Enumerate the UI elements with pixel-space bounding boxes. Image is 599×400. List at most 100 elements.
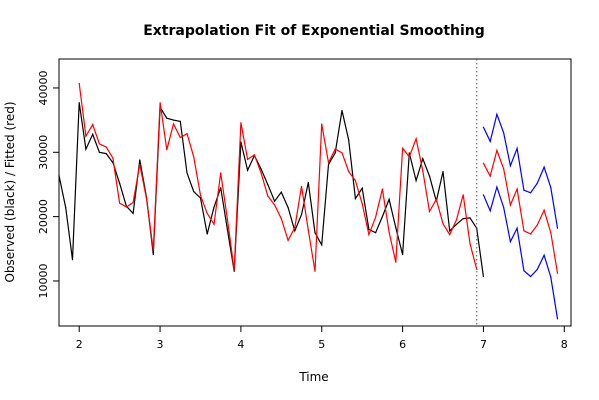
data-point <box>85 148 87 150</box>
data-point <box>314 270 316 272</box>
data-point <box>442 171 444 173</box>
data-point <box>294 227 296 229</box>
data-point <box>341 152 343 154</box>
data-point <box>388 231 390 233</box>
series-line-4 <box>482 184 559 319</box>
series-line-2 <box>482 148 559 274</box>
data-point <box>449 234 451 236</box>
x-axis: 2 3 4 5 6 7 8 <box>76 326 568 351</box>
data-point <box>388 198 390 200</box>
data-point <box>247 158 249 160</box>
data-point <box>536 224 538 226</box>
data-point <box>233 269 235 271</box>
data-point <box>415 180 417 182</box>
y-axis: 10000 20000 30000 40000 <box>37 70 59 298</box>
data-point <box>166 149 168 151</box>
data-point <box>543 209 545 211</box>
data-point <box>375 216 377 218</box>
data-point <box>193 156 195 158</box>
data-point <box>220 187 222 189</box>
data-point <box>58 174 60 177</box>
data-point <box>112 157 114 159</box>
data-point <box>139 163 141 166</box>
data-point <box>98 151 100 153</box>
data-point <box>503 132 505 134</box>
data-point <box>496 113 498 115</box>
data-point <box>260 168 262 170</box>
x-tick-label: 2 <box>76 338 83 351</box>
data-point <box>186 172 188 174</box>
data-point <box>523 230 525 232</box>
data-point <box>240 122 242 124</box>
data-point <box>300 185 303 187</box>
data-point <box>509 241 511 243</box>
data-point <box>503 207 505 209</box>
data-point <box>341 109 343 112</box>
data-point <box>125 206 127 208</box>
data-point <box>226 228 228 231</box>
data-point <box>193 190 195 193</box>
y-tick-label: 40000 <box>37 70 50 105</box>
x-tick-label: 7 <box>480 338 487 351</box>
data-point <box>543 254 545 256</box>
data-point <box>274 204 276 206</box>
data-point <box>354 180 356 182</box>
series-line-1 <box>78 83 478 272</box>
data-point <box>327 162 330 164</box>
data-point <box>428 175 431 177</box>
data-point <box>455 223 458 225</box>
x-tick-label: 4 <box>237 338 244 351</box>
data-point <box>543 166 545 168</box>
data-point <box>98 143 100 145</box>
data-point <box>375 232 377 234</box>
data-point <box>381 216 383 218</box>
series-line-0 <box>58 102 484 277</box>
data-point <box>233 270 235 272</box>
data-point <box>556 227 559 229</box>
y-tick-label: 30000 <box>37 135 50 170</box>
data-point <box>449 230 451 232</box>
data-point <box>489 175 491 177</box>
data-point <box>132 201 134 204</box>
data-point <box>422 158 424 160</box>
data-point <box>530 275 532 278</box>
data-point <box>92 133 94 135</box>
data-point <box>422 170 424 172</box>
x-axis-label: Time <box>298 370 328 384</box>
data-point <box>327 163 330 166</box>
data-point <box>226 218 228 220</box>
data-point <box>368 234 370 236</box>
data-point <box>408 156 410 158</box>
data-point <box>368 228 370 231</box>
y-tick-label: 20000 <box>37 199 50 234</box>
data-point <box>348 139 350 141</box>
data-point <box>321 123 323 125</box>
data-point <box>85 135 87 137</box>
data-point <box>462 194 464 196</box>
data-point <box>482 126 484 128</box>
data-point <box>469 217 471 219</box>
data-point <box>199 194 202 196</box>
data-point <box>516 227 518 229</box>
data-point <box>274 200 276 202</box>
data-point <box>361 187 363 189</box>
data-point <box>65 207 67 209</box>
data-point <box>132 212 134 214</box>
data-point <box>381 188 383 190</box>
x-tick-label: 8 <box>561 338 568 351</box>
data-point <box>482 275 484 278</box>
data-point <box>78 102 80 104</box>
data-point <box>92 124 94 126</box>
data-point <box>213 223 215 225</box>
data-point <box>300 214 303 216</box>
data-point <box>402 254 404 256</box>
data-point <box>523 270 525 272</box>
data-point <box>206 233 208 235</box>
data-point <box>536 268 538 270</box>
data-point <box>509 165 511 167</box>
data-point <box>442 223 444 225</box>
data-point <box>482 162 484 164</box>
data-point <box>408 152 410 154</box>
data-point <box>206 212 208 214</box>
data-point <box>469 243 471 245</box>
